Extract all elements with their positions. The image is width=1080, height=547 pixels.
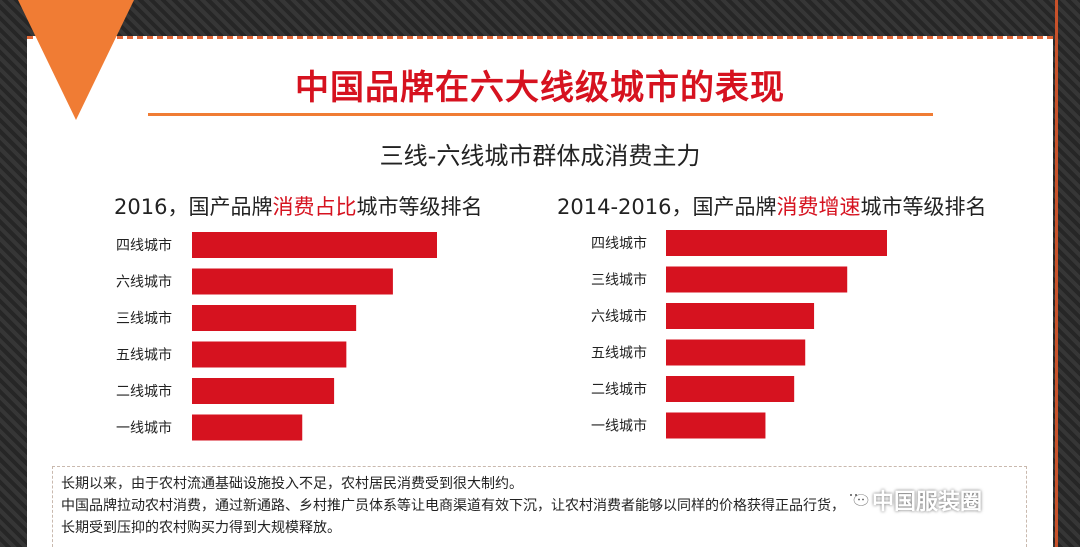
notes-box: 长期以来，由于农村流通基础设施投入不足，农村居民消费受到很大制约。 中国品牌拉动… [52,466,1027,547]
chart-right-title-highlight: 消费增速 [776,195,861,219]
chart-right-title: 2014-2016，国产品牌消费增速城市等级排名 [557,191,986,221]
chart-left-category-label: 五线城市 [116,347,172,364]
frame-stripe [1055,0,1058,547]
wechat-icon [846,489,869,506]
note-line-1: 长期以来，由于农村流通基础设施投入不足，农村居民消费受到很大制约。 [61,476,523,492]
chart-left-category-label: 三线城市 [116,310,172,327]
chart-left-category-label: 一线城市 [116,420,172,437]
chart-right-bar [666,303,815,329]
chart-right-category-label: 三线城市 [591,272,647,289]
chart-right-category-label: 四线城市 [591,235,647,252]
page-subtitle: 三线-六线城市群体成消费主力 [379,142,701,170]
chart-left-bar [192,378,335,404]
page-title: 中国品牌在六大线级城市的表现 [295,68,785,108]
chart-right-category-label: 五线城市 [591,345,647,362]
chart-left-title-highlight: 消费占比 [272,195,357,219]
chart-right-bar [666,376,795,402]
watermark-text: 中国服装圈 [872,490,983,515]
chart-right-bar [666,412,766,439]
chart-left-bar [192,341,347,368]
corner-triangle-decoration [18,0,134,120]
chart-left-category-label: 六线城市 [116,274,172,291]
title-underline [148,113,933,116]
chart-left-bar [192,232,437,258]
chart-right-category-label: 六线城市 [591,308,647,325]
note-line-3: 长期受到压抑的农村购买力得到大规模释放。 [61,520,341,536]
chart-right-category-label: 二线城市 [591,381,647,398]
chart-left-category-label: 四线城市 [116,237,172,254]
panel-top-border [27,36,1053,39]
chart-right-title-prefix: 2014-2016，国产品牌 [557,195,777,219]
chart-right-title-suffix: 城市等级排名 [860,195,987,219]
chart-left-bar [192,414,303,441]
note-line-2: 中国品牌拉动农村消费，通过新通路、乡村推广员体系等让电商渠道有效下沉，让农村消费… [61,498,845,514]
chart-left-title-suffix: 城市等级排名 [356,195,483,219]
chart-left-bar [192,305,357,331]
chart-right-category-label: 一线城市 [591,418,647,435]
chart-right-bar [666,339,806,366]
chart-right-bar [666,230,887,256]
chart-left-title: 2016，国产品牌消费占比城市等级排名 [114,191,482,221]
chart-left-title-prefix: 2016，国产品牌 [114,195,273,219]
chart-right-bar [666,266,848,293]
chart-left-bar [192,268,393,295]
chart-left-category-label: 二线城市 [116,383,172,400]
